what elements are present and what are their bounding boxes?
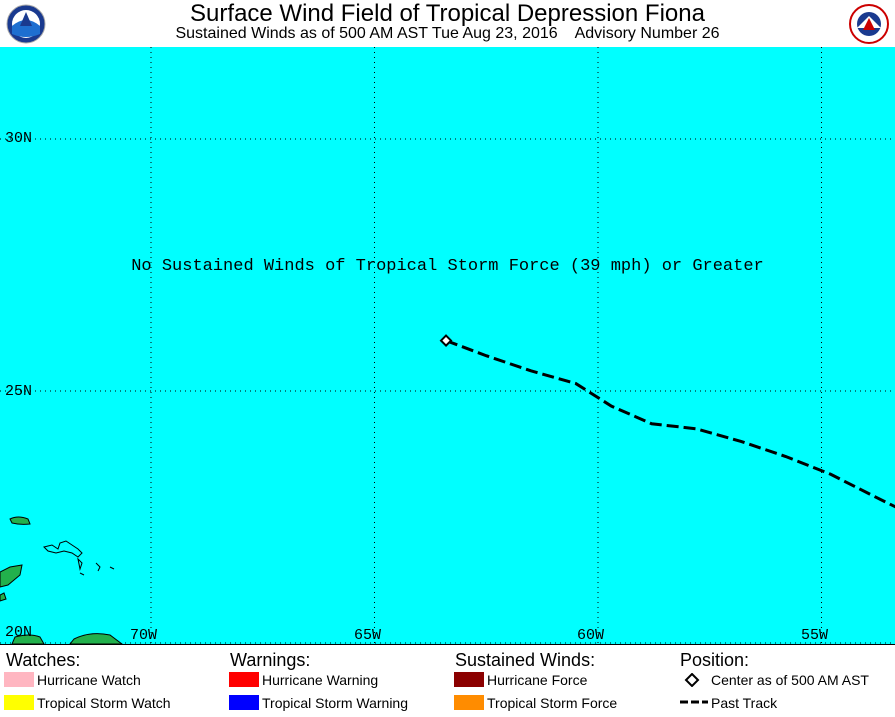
legend-watches-heading: Watches: xyxy=(6,650,81,670)
map-canvas xyxy=(0,47,895,644)
map-panel: No Sustained Winds of Tropical Storm For… xyxy=(0,47,895,644)
legend: Watches: Hurricane Watch Tropical Storm … xyxy=(0,644,895,717)
hurricane-force-swatch xyxy=(454,672,484,687)
lon-label: 70W xyxy=(130,627,158,644)
tropical-storm-watch-label: Tropical Storm Watch xyxy=(37,695,171,711)
storm-center-diamond xyxy=(439,334,453,348)
hurricane-watch-swatch xyxy=(4,672,34,687)
caribbean-islands xyxy=(0,516,123,644)
past-track-line xyxy=(445,339,895,509)
tropical-storm-warning-swatch xyxy=(229,695,259,710)
no-winds-message: No Sustained Winds of Tropical Storm For… xyxy=(131,257,764,276)
lat-label: 25N xyxy=(5,383,33,400)
tropical-storm-force-swatch xyxy=(454,695,484,710)
diamond-icon xyxy=(684,673,700,687)
page-subtitle: Sustained Winds as of 500 AM AST Tue Aug… xyxy=(175,25,720,42)
lon-label: 65W xyxy=(354,627,382,644)
header: Surface Wind Field of Tropical Depressio… xyxy=(0,0,895,47)
tropical-storm-warning-label: Tropical Storm Warning xyxy=(262,695,409,711)
nws-logo xyxy=(849,4,889,44)
noaa-logo xyxy=(6,4,46,44)
dashed-line-icon xyxy=(680,700,708,704)
hurricane-watch-label: Hurricane Watch xyxy=(37,672,141,688)
lat-label: 20N xyxy=(5,624,33,641)
legend-position-heading: Position: xyxy=(680,650,750,670)
storm-center-marker xyxy=(439,334,453,348)
center-position-label: Center as of 500 AM AST xyxy=(711,672,869,688)
legend-warnings-heading: Warnings: xyxy=(230,650,311,670)
hurricane-force-label: Hurricane Force xyxy=(487,672,588,688)
lon-label: 60W xyxy=(577,627,605,644)
past-track-polyline xyxy=(445,339,895,509)
lon-label: 55W xyxy=(801,627,829,644)
tropical-storm-watch-swatch xyxy=(4,695,34,710)
graticule xyxy=(0,47,895,644)
page-title: Surface Wind Field of Tropical Depressio… xyxy=(190,0,705,27)
past-track-label: Past Track xyxy=(711,695,778,711)
hurricane-warning-swatch xyxy=(229,672,259,687)
tropical-storm-force-label: Tropical Storm Force xyxy=(487,695,618,711)
hurricane-warning-label: Hurricane Warning xyxy=(262,672,379,688)
legend-sustained-heading: Sustained Winds: xyxy=(455,650,596,670)
lat-label: 30N xyxy=(5,130,33,147)
